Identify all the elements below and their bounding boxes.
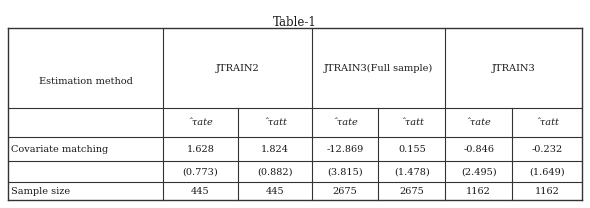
- Text: ˆτate: ˆτate: [188, 118, 213, 127]
- Text: Covariate matching: Covariate matching: [11, 145, 108, 154]
- Text: JTRAIN2: JTRAIN2: [216, 64, 260, 73]
- Text: (3.815): (3.815): [327, 167, 363, 176]
- Text: 1.628: 1.628: [186, 145, 214, 154]
- Text: JTRAIN3(Full sample): JTRAIN3(Full sample): [324, 63, 434, 73]
- Text: JTRAIN3: JTRAIN3: [492, 64, 536, 73]
- Text: (1.649): (1.649): [529, 167, 565, 176]
- Text: (2.495): (2.495): [461, 167, 496, 176]
- Text: Sample size: Sample size: [11, 187, 70, 196]
- Text: ˆτatt: ˆτatt: [400, 118, 424, 127]
- Text: 1162: 1162: [466, 187, 491, 196]
- Text: ˆτatt: ˆτatt: [535, 118, 559, 127]
- Text: 1.824: 1.824: [261, 145, 289, 154]
- Text: 445: 445: [191, 187, 209, 196]
- Text: 2675: 2675: [333, 187, 358, 196]
- Text: ˆτate: ˆτate: [332, 118, 358, 127]
- Text: 1162: 1162: [535, 187, 559, 196]
- Text: Estimation method: Estimation method: [38, 77, 132, 86]
- Text: ˆτate: ˆτate: [466, 118, 491, 127]
- Text: -12.869: -12.869: [327, 145, 364, 154]
- Text: Table-1: Table-1: [273, 16, 317, 28]
- Text: ˆτatt: ˆτatt: [263, 118, 287, 127]
- Text: (0.773): (0.773): [182, 167, 218, 176]
- Text: -0.846: -0.846: [463, 145, 494, 154]
- Text: 445: 445: [266, 187, 284, 196]
- Text: (1.478): (1.478): [394, 167, 430, 176]
- Text: (0.882): (0.882): [257, 167, 293, 176]
- Text: -0.232: -0.232: [532, 145, 563, 154]
- Text: 0.155: 0.155: [398, 145, 425, 154]
- Text: 2675: 2675: [399, 187, 424, 196]
